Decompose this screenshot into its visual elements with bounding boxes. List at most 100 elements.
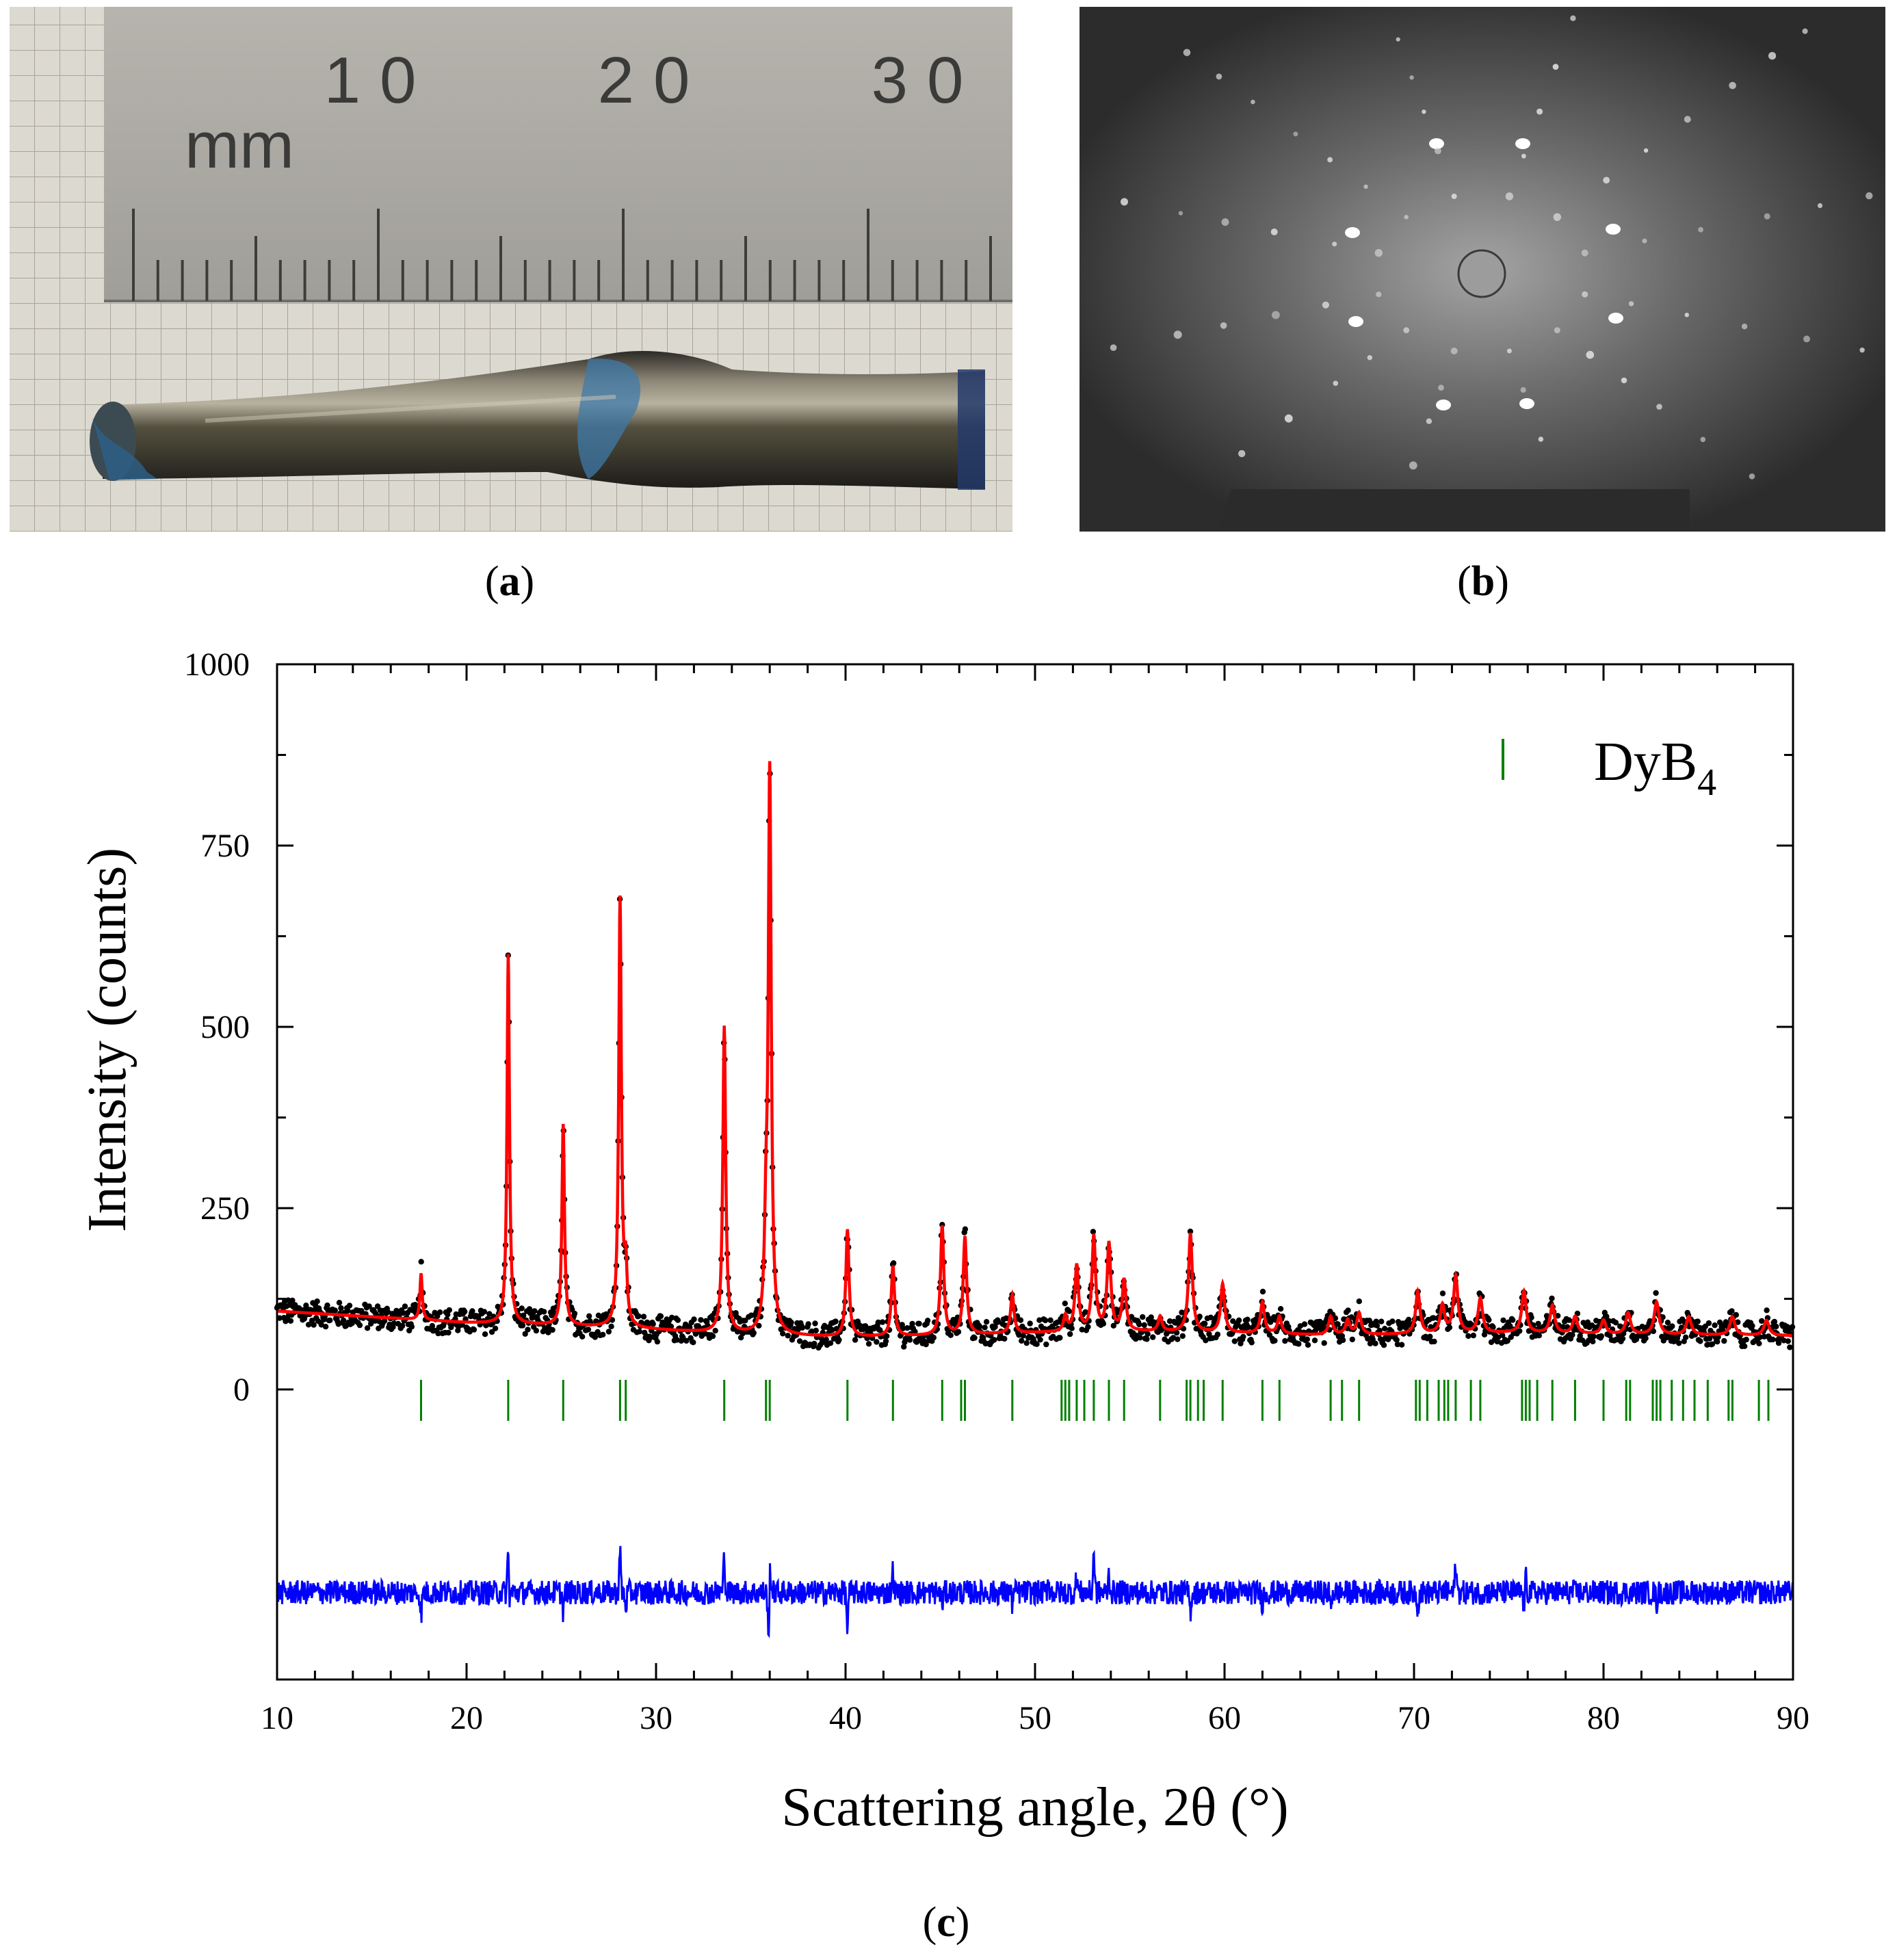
x-tick-label: 30 [640, 1700, 672, 1736]
observed-point [522, 1331, 528, 1337]
laue-spot [1506, 348, 1512, 354]
laue-spot [1729, 81, 1736, 90]
laue-spot [1322, 301, 1329, 309]
laue-spot [1374, 249, 1383, 257]
laue-spot [1552, 64, 1559, 70]
observed-point [445, 1311, 451, 1318]
observed-point [1037, 1337, 1043, 1343]
crystal-rod [90, 351, 985, 490]
observed-point [1100, 1320, 1107, 1327]
laue-spot [1272, 311, 1280, 319]
observed-point [971, 1335, 978, 1341]
observed-point [823, 1336, 829, 1343]
observed-point [1002, 1335, 1008, 1342]
observed-point [541, 1309, 547, 1315]
observed-point [750, 1330, 757, 1336]
observed-point [1179, 1333, 1186, 1340]
calculated-profile-line [276, 761, 1793, 1337]
observed-point [492, 1325, 499, 1332]
observed-point [488, 1329, 495, 1335]
observed-point [1367, 1340, 1374, 1347]
observed-point [609, 1317, 616, 1323]
laue-spot [1251, 99, 1255, 105]
observed-point [445, 1329, 452, 1336]
observed-point [1090, 1229, 1097, 1235]
observed-point [1248, 1340, 1255, 1346]
observed-point [1714, 1338, 1721, 1345]
laue-spot [1698, 226, 1704, 233]
laue-spot [1435, 147, 1441, 155]
observed-point [650, 1321, 656, 1327]
observed-point [1465, 1333, 1471, 1340]
observed-point [579, 1333, 586, 1340]
observed-point [924, 1318, 931, 1324]
observed-point [1062, 1301, 1069, 1307]
observed-point [1394, 1341, 1401, 1348]
observed-point [1141, 1322, 1147, 1329]
observed-point [1749, 1322, 1755, 1329]
observed-point [1196, 1314, 1203, 1320]
observed-point [384, 1309, 391, 1315]
observed-point [636, 1313, 642, 1320]
observed-point [1785, 1338, 1791, 1344]
laue-spot [1764, 213, 1770, 220]
laue-spot [1520, 387, 1526, 393]
observed-point [1669, 1323, 1675, 1329]
observed-point [1069, 1325, 1075, 1331]
laue-spot [1859, 348, 1865, 353]
observed-point [812, 1320, 818, 1327]
observed-point [1446, 1324, 1453, 1331]
observed-point [1712, 1322, 1718, 1329]
y-tick-label: 250 [200, 1190, 250, 1227]
laue-spot [1741, 324, 1748, 330]
observed-point [1507, 1323, 1513, 1329]
observed-point [675, 1317, 681, 1323]
laue-spot [1521, 153, 1526, 159]
observed-point [785, 1333, 791, 1339]
observed-point [338, 1305, 344, 1311]
observed-point [1079, 1327, 1085, 1333]
panel-a-label: (a) [485, 558, 534, 605]
observed-point [811, 1340, 817, 1347]
observed-point [600, 1331, 606, 1338]
laue-spot [1643, 148, 1649, 153]
observed-point [1676, 1340, 1682, 1346]
laue-spot [1515, 138, 1530, 149]
observed-point [1203, 1337, 1209, 1344]
observed-point [877, 1327, 883, 1333]
observed-point [1277, 1306, 1284, 1312]
laue-spot [1768, 52, 1777, 60]
observed-point [742, 1318, 748, 1324]
observed-point [525, 1327, 531, 1333]
laue-spot [1621, 377, 1627, 384]
legend-label: DyB4 [1594, 732, 1716, 804]
observed-point [1590, 1338, 1596, 1345]
observed-point [1664, 1320, 1671, 1326]
observed-point [1705, 1320, 1712, 1327]
observed-point [1166, 1318, 1173, 1324]
observed-point [1787, 1344, 1793, 1350]
observed-point [1085, 1324, 1091, 1330]
observed-point [471, 1327, 477, 1333]
observed-point [1403, 1324, 1409, 1331]
observed-point [1729, 1308, 1735, 1314]
observed-point [341, 1317, 347, 1324]
observed-point [1231, 1338, 1238, 1344]
observed-point [904, 1325, 911, 1331]
observed-point [1244, 1316, 1251, 1323]
laue-spot [1376, 291, 1382, 298]
observed-point [1235, 1317, 1242, 1324]
y-tick-label: 750 [200, 828, 250, 864]
laue-spot [1656, 404, 1662, 410]
observed-point [983, 1319, 990, 1325]
observed-point [1510, 1317, 1516, 1323]
laue-spot [1284, 414, 1293, 423]
ruler-unit-label: mm [185, 109, 294, 182]
observed-point [400, 1322, 406, 1329]
observed-point [1349, 1336, 1356, 1343]
observed-point [923, 1342, 929, 1348]
observed-point [906, 1337, 913, 1343]
observed-point [875, 1319, 882, 1326]
observed-point [571, 1310, 578, 1317]
observed-point [1619, 1335, 1626, 1342]
